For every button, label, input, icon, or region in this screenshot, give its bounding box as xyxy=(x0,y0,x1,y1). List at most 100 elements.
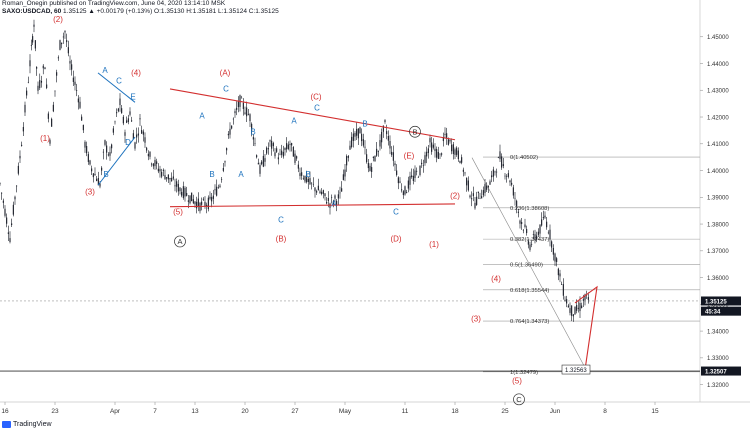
candle-body xyxy=(116,112,118,114)
wave-label-blue: A xyxy=(238,170,244,179)
x-tick-label: 23 xyxy=(51,408,59,415)
x-tick-label: Apr xyxy=(110,408,121,415)
candle-body xyxy=(476,196,478,206)
candle-body xyxy=(242,102,244,109)
candle-body xyxy=(42,65,44,69)
candle-body xyxy=(51,118,53,127)
candle-body xyxy=(71,64,73,70)
candle-body xyxy=(214,189,216,191)
candle-body xyxy=(537,231,539,235)
candle-body xyxy=(421,162,423,165)
candle-body xyxy=(567,305,569,308)
circled-wave-label: B xyxy=(412,127,417,136)
candle-body xyxy=(84,141,86,148)
candle-body xyxy=(579,303,581,312)
candle-body xyxy=(107,154,109,156)
candle-body xyxy=(446,133,448,138)
candle-body xyxy=(232,118,234,120)
candle-body xyxy=(564,299,566,301)
wave-label-blue: C xyxy=(116,77,122,86)
candle-body xyxy=(497,157,499,158)
candle-body xyxy=(167,174,169,180)
x-tick-label: 16 xyxy=(1,408,9,415)
candle-body xyxy=(386,131,388,135)
wave-label-red: (C) xyxy=(310,93,321,102)
candle-body xyxy=(337,194,339,199)
candle-body xyxy=(412,175,414,182)
bar-countdown-tag-bg xyxy=(701,306,741,316)
candle-body xyxy=(312,183,314,185)
candle-body xyxy=(97,178,99,186)
x-tick-label: May xyxy=(339,408,352,415)
candle-body xyxy=(26,90,28,96)
candle-body xyxy=(424,155,426,164)
candle-body xyxy=(416,170,418,172)
candle-body xyxy=(302,178,304,179)
candle-body xyxy=(334,195,336,199)
candle-body xyxy=(182,186,184,198)
candle-body xyxy=(364,146,366,148)
candle-body xyxy=(546,221,548,228)
candle-body xyxy=(382,125,384,132)
fib-level-label: 1(1.32479) xyxy=(510,370,538,376)
candle-body xyxy=(554,253,556,262)
candle-body xyxy=(502,164,504,166)
candle-body xyxy=(81,116,83,121)
candle-body xyxy=(501,156,503,168)
x-tick-label: 25 xyxy=(501,408,509,415)
candle-body xyxy=(94,173,96,176)
candle-body xyxy=(96,178,98,182)
candle-body xyxy=(526,228,528,234)
wave-label-red: (5) xyxy=(512,376,522,385)
small-triangle-trendline xyxy=(97,136,136,186)
candle-body xyxy=(144,137,146,143)
candle-body xyxy=(297,164,299,169)
candle-body xyxy=(237,101,239,108)
x-tick-label: 27 xyxy=(291,408,299,415)
candle-body xyxy=(12,204,14,215)
candle-body xyxy=(487,185,489,189)
y-tick-label: 1.32000 xyxy=(707,383,729,389)
candle-body xyxy=(557,268,559,276)
candle-body xyxy=(61,42,63,45)
candle-body xyxy=(64,31,66,33)
candle-body xyxy=(397,177,399,184)
candle-body xyxy=(246,107,248,117)
wave-label-blue: B xyxy=(305,170,310,179)
candle-body xyxy=(449,139,451,142)
candle-body xyxy=(494,171,496,173)
candle-body xyxy=(514,197,516,199)
candle-body xyxy=(282,151,284,157)
candle-body xyxy=(377,150,379,152)
wave-label-blue: C xyxy=(223,85,229,94)
brand-label: TradingView xyxy=(13,421,52,428)
candle-body xyxy=(151,163,153,165)
candle-body xyxy=(551,241,553,248)
candle-body xyxy=(221,179,223,180)
candle-body xyxy=(156,161,158,165)
candle-body xyxy=(126,120,128,123)
candle-body xyxy=(124,132,126,136)
candle-body xyxy=(174,185,176,187)
wave-label-blue: D xyxy=(125,138,131,147)
candle-body xyxy=(289,143,291,145)
candle-body xyxy=(172,176,174,179)
candle-body xyxy=(474,202,476,209)
footer-brand[interactable]: TradingView xyxy=(2,421,52,428)
wave-label-red: (E) xyxy=(404,151,415,160)
candle-body xyxy=(122,116,124,124)
candle-body xyxy=(404,186,406,195)
candle-body xyxy=(372,156,374,158)
candle-body xyxy=(454,149,456,155)
candle-body xyxy=(466,177,468,186)
candle-body xyxy=(394,163,396,166)
candle-body xyxy=(234,111,236,114)
triangle-trendline xyxy=(169,88,456,141)
candle-body xyxy=(417,177,419,178)
candle-body xyxy=(109,152,111,156)
candle-body xyxy=(532,234,534,235)
candle-body xyxy=(7,232,9,234)
candle-body xyxy=(127,118,129,123)
candle-body xyxy=(216,186,218,196)
